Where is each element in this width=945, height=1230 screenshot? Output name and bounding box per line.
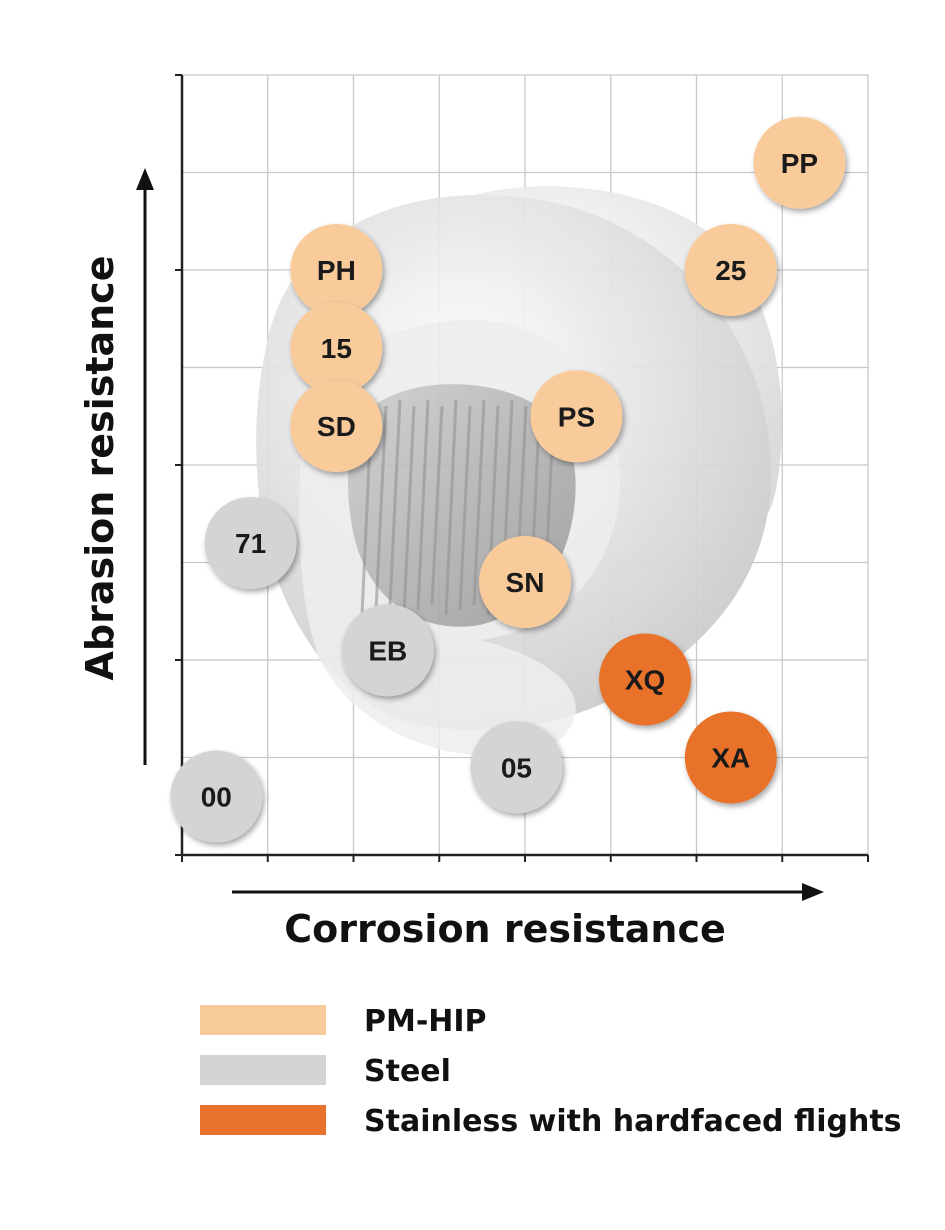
bubble-marker: [684, 224, 777, 316]
arrow-right-icon: [802, 883, 824, 901]
legend-swatch: [200, 1005, 326, 1035]
bubble-marker: [599, 633, 692, 726]
spline-groove: [402, 405, 416, 616]
bubble-marker: [204, 497, 297, 589]
bubble-label: PH: [317, 255, 356, 286]
axis-frame: [175, 74, 869, 862]
point-71: 71: [204, 497, 297, 589]
point-15: 15: [290, 302, 383, 394]
bubble-label: SN: [506, 567, 545, 598]
legend-item: Steel: [200, 1054, 451, 1089]
bubble-label: XA: [711, 743, 750, 774]
bubble-marker: [170, 750, 263, 843]
bubble-marker: [684, 711, 777, 804]
x-axis-arrow: [232, 883, 824, 901]
bubble-marker: [470, 721, 563, 814]
legend-label: Stainless with hardfaced flights: [364, 1104, 902, 1139]
bubble-marker: [290, 302, 383, 394]
data-points: PP 25 PH 15 SD PS SN 71 EB 05 00 XQ XA: [170, 116, 846, 843]
point-25: 25: [684, 224, 777, 316]
point-PP: PP: [753, 116, 846, 209]
point-05: 05: [470, 721, 563, 814]
point-PS: PS: [530, 370, 623, 463]
point-SD: SD: [290, 380, 383, 472]
spline-groove: [374, 405, 388, 611]
bubble-label: 05: [501, 752, 532, 783]
point-00: 00: [170, 750, 263, 843]
bubble-marker: [479, 536, 571, 628]
point-XQ: XQ: [599, 633, 692, 726]
bubble-marker: [753, 116, 846, 209]
spline-groove: [388, 399, 402, 606]
y-axis-arrow: [136, 168, 154, 765]
spline-groove: [416, 399, 430, 611]
legend: PM-HIP Steel Stainless with hardfaced flig…: [200, 1004, 902, 1139]
bubble-label: 25: [715, 255, 746, 286]
bubble-label: 71: [235, 528, 266, 559]
x-axis-ticks: [181, 855, 869, 862]
bubble-label: 15: [321, 333, 352, 364]
y-axis-title: Abrasion resistance: [78, 256, 122, 681]
legend-item: PM-HIP: [200, 1004, 487, 1039]
bubble-marker: [341, 604, 434, 697]
legend-item: Stainless with hardfaced flights: [200, 1104, 902, 1139]
bubble-label: EB: [368, 635, 407, 666]
spline-groove: [458, 405, 472, 611]
legend-swatch: [200, 1105, 326, 1135]
x-axis-title: Corrosion resistance: [284, 907, 726, 951]
bubble-marker: [530, 370, 623, 463]
legend-swatch: [200, 1055, 326, 1085]
point-EB: EB: [341, 604, 434, 697]
legend-label: Steel: [364, 1054, 451, 1089]
point-PH: PH: [290, 224, 383, 316]
bubble-label: PP: [781, 148, 818, 179]
bubble-label: SD: [317, 411, 356, 442]
spline-groove: [444, 399, 458, 616]
point-XA: XA: [684, 711, 777, 804]
spline-groove: [472, 399, 486, 606]
point-SN: SN: [479, 536, 571, 628]
spline-groove: [430, 405, 444, 606]
bubble-marker: [290, 380, 383, 472]
bubble-label: 00: [201, 782, 232, 813]
arrow-up-icon: [136, 168, 154, 190]
bubble-marker: [290, 224, 383, 316]
y-axis-ticks: [175, 74, 182, 856]
legend-label: PM-HIP: [364, 1004, 487, 1039]
bubble-label: PS: [558, 401, 595, 432]
bubble-label: XQ: [625, 665, 665, 696]
